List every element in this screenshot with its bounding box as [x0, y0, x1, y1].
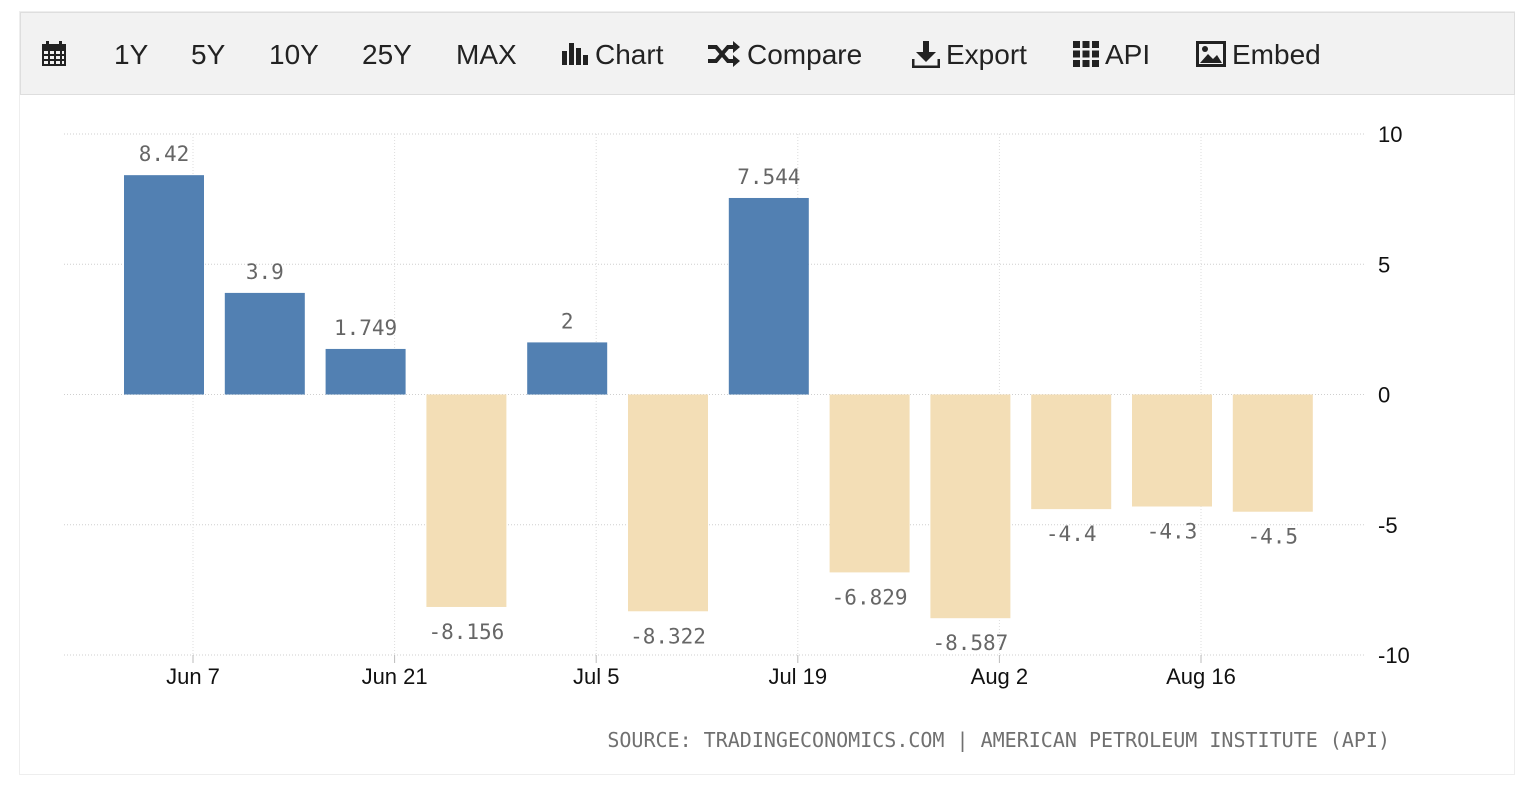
embed-label: Embed [1232, 39, 1321, 70]
bar[interactable] [527, 342, 608, 395]
x-tick-label: Jun 7 [166, 664, 220, 689]
y-tick-label: 5 [1378, 252, 1390, 277]
x-tick-label: Aug 16 [1166, 664, 1236, 689]
range-5y-label: 5Y [191, 39, 226, 70]
data-label: -8.587 [932, 631, 1008, 655]
compare-label: Compare [747, 39, 863, 70]
bar-chart-icon [562, 42, 588, 65]
x-tick-label: Jun 21 [362, 664, 428, 689]
api-button[interactable]: API [1073, 13, 1150, 96]
data-label: -4.3 [1147, 520, 1198, 544]
y-tick-label: 0 [1378, 383, 1390, 408]
range-10y-label: 10Y [269, 39, 319, 70]
label-layer: 8.42 3.9 1.749 -8.156 2 -8.322 7.544 -6.829 -8.5… [139, 142, 1298, 655]
data-label: -8.156 [428, 620, 504, 644]
calendar-button[interactable] [41, 13, 67, 96]
range-max-label: MAX [456, 39, 517, 70]
x-tick-label: Jul 19 [768, 664, 827, 689]
data-label: -4.4 [1046, 522, 1097, 546]
data-label: 3.9 [246, 260, 284, 284]
bar[interactable] [426, 394, 507, 607]
range-max-button[interactable]: MAX [456, 13, 517, 96]
bar[interactable] [1031, 394, 1112, 510]
chart-toolbar: 1Y 5Y 10Y 25Y MAX Chart Compare Export [20, 12, 1515, 95]
grid-icon [1073, 40, 1099, 67]
range-10y-button[interactable]: 10Y [269, 13, 319, 96]
y-tick-label: -5 [1378, 513, 1398, 538]
bar[interactable] [124, 175, 204, 395]
download-icon [911, 40, 941, 69]
chart-label: Chart [595, 39, 664, 70]
bar[interactable] [628, 394, 708, 612]
x-tick-label: Jul 5 [573, 664, 619, 689]
bar[interactable] [930, 394, 1011, 619]
y-tick-label: 10 [1378, 122, 1402, 147]
embed-button[interactable]: Embed [1196, 13, 1321, 96]
api-label: API [1105, 39, 1151, 70]
export-button[interactable]: Export [911, 13, 1027, 96]
data-label: 8.42 [139, 142, 190, 166]
range-1y-label: 1Y [114, 39, 149, 70]
bar[interactable] [224, 292, 305, 395]
bar[interactable] [325, 348, 406, 395]
data-label: 7.544 [737, 165, 800, 189]
range-5y-button[interactable]: 5Y [191, 13, 225, 96]
shuffle-icon [708, 40, 740, 67]
bar[interactable] [728, 197, 809, 395]
chart-button[interactable]: Chart [561, 13, 663, 96]
x-tick-label: Aug 2 [971, 664, 1029, 689]
range-25y-label: 25Y [362, 39, 412, 70]
data-label: 1.749 [334, 316, 397, 340]
bar[interactable] [1232, 394, 1313, 512]
range-1y-button[interactable]: 1Y [114, 13, 148, 96]
compare-button[interactable]: Compare [707, 13, 862, 96]
data-label: -6.829 [832, 585, 908, 609]
export-label: Export [946, 39, 1027, 70]
data-label: -4.5 [1248, 525, 1299, 549]
data-label: 2 [561, 309, 574, 333]
data-label: -8.322 [630, 624, 706, 648]
source-text: SOURCE: TRADINGECONOMICS.COM | AMERICAN … [607, 728, 1390, 752]
y-tick-label: -10 [1378, 643, 1410, 668]
bar-layer [124, 175, 1313, 619]
range-25y-button[interactable]: 25Y [362, 13, 412, 96]
calendar-icon [42, 40, 66, 66]
bar[interactable] [1132, 394, 1212, 507]
image-icon [1196, 40, 1226, 67]
bar[interactable] [829, 394, 910, 573]
axis-layer: 10 5 0 -5 -10 Jun 7 Jun 21 Jul 5 Jul 19 Aug 2 Aug … [166, 122, 1410, 689]
